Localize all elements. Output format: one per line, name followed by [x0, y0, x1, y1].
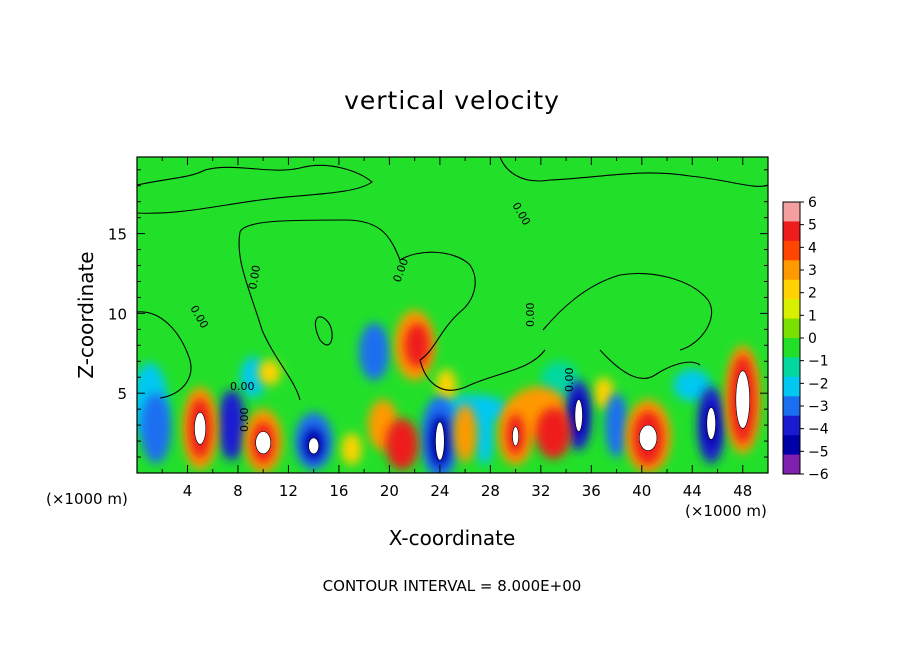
- x-tick-label: 12: [279, 482, 298, 500]
- colorbar-label: 2: [808, 286, 817, 302]
- field-blob: [217, 390, 246, 461]
- field-blob: [673, 369, 712, 402]
- extreme-core: [735, 370, 751, 429]
- x-tick-label: 24: [430, 482, 449, 500]
- y-tick-label: 15: [108, 226, 127, 244]
- x-tick-label: 8: [233, 482, 243, 500]
- x-axis: 4 8 12 16 20 24 28 32 36 40 44 48: [161, 157, 752, 500]
- x-tick-label: 28: [481, 482, 500, 500]
- y-axis-label: Z-coordinate: [74, 251, 98, 379]
- extreme-core: [255, 431, 272, 455]
- contour-label: 0.00: [230, 380, 255, 393]
- colorbar-swatch: [783, 260, 800, 281]
- zero-contour-line: [239, 219, 476, 361]
- colorbar-label: 5: [808, 218, 817, 234]
- field-blob: [359, 322, 390, 381]
- colorbar-swatch: [783, 221, 800, 242]
- field-blob: [453, 404, 477, 462]
- field-blob: [385, 418, 419, 470]
- x-tick-label: 20: [380, 482, 399, 500]
- zero-contour-line: [137, 311, 192, 399]
- colorbar-label: 6: [808, 195, 817, 211]
- extreme-core: [435, 421, 445, 461]
- plot-frame: [136, 156, 769, 474]
- colorbar-label: −5: [808, 444, 829, 460]
- colorbar-label: 3: [808, 263, 817, 279]
- extreme-core: [512, 426, 520, 447]
- contour-interval-note: CONTOUR INTERVAL = 8.000E+00: [322, 577, 582, 595]
- field-blob: [535, 407, 572, 459]
- field-blob: [605, 393, 628, 458]
- colorbar-swatch: [783, 318, 800, 339]
- extreme-core: [706, 407, 716, 440]
- field-blob: [140, 393, 172, 464]
- x-tick-label: 44: [683, 482, 702, 500]
- colorbar-label: −2: [808, 376, 829, 392]
- colorbar-swatch: [783, 435, 800, 456]
- field-blob: [404, 322, 430, 368]
- field-blob: [593, 377, 615, 410]
- extreme-core: [574, 399, 583, 432]
- colorbar-swatch: [783, 240, 800, 261]
- field-blob: [258, 359, 281, 386]
- colorbar-swatch: [783, 357, 800, 378]
- chart-title: vertical velocity: [344, 86, 560, 115]
- zero-contour-line: [314, 316, 333, 346]
- x-tick-label: 40: [632, 482, 651, 500]
- zero-contour-line: [137, 164, 373, 214]
- x-tick-label: 36: [582, 482, 601, 500]
- y-tick-label: 10: [108, 305, 127, 323]
- extreme-core: [638, 424, 658, 451]
- colorbar: 6 5 4 3 2 1 0 −1 −2 −3 −4 −5 −6: [782, 195, 829, 483]
- contour-label: 0.00: [524, 303, 537, 328]
- colorbar-label: −3: [808, 399, 829, 415]
- colorbar-label: 4: [808, 240, 817, 256]
- x-unit-label-left: (×1000 m): [46, 490, 128, 508]
- zero-contour-line: [542, 273, 713, 351]
- extreme-core: [194, 412, 207, 445]
- x-tick-label: 32: [531, 482, 550, 500]
- x-tick-label: 16: [329, 482, 348, 500]
- y-axis: 5 10 15: [108, 169, 768, 458]
- zero-contour-line: [419, 349, 546, 391]
- y-tick-label: 5: [117, 385, 127, 403]
- field-blob: [341, 433, 362, 466]
- x-tick-label: 4: [183, 482, 193, 500]
- colorbar-swatch: [783, 299, 800, 320]
- colorbar-label: −6: [808, 467, 829, 483]
- x-axis-label: X-coordinate: [388, 526, 516, 550]
- x-tick-label: 48: [733, 482, 752, 500]
- colorbar-label: −4: [808, 422, 829, 438]
- colorbar-label: 1: [808, 308, 817, 324]
- contour-label: 0.00: [238, 408, 251, 433]
- field-blob: [473, 401, 495, 466]
- colorbar-swatch: [783, 396, 800, 417]
- colorbar-label: −1: [808, 354, 829, 370]
- colorbar-label: 0: [808, 331, 817, 347]
- colorbar-swatch: [783, 202, 800, 222]
- contour-label: 0.00: [246, 264, 263, 290]
- zero-contour-line: [238, 231, 301, 401]
- zero-contour-line: [599, 349, 701, 379]
- colorbar-swatch: [783, 415, 800, 436]
- contour-label: 0.00: [563, 368, 576, 393]
- extreme-core: [308, 437, 320, 455]
- colorbar-swatch: [783, 454, 800, 475]
- zero-contour-line: [499, 157, 768, 187]
- colorbar-swatch: [783, 279, 800, 300]
- colorbar-swatch: [783, 338, 800, 358]
- colorbar-swatch: [783, 376, 800, 397]
- field-blob: [436, 369, 457, 402]
- x-unit-label-right: (×1000 m): [685, 502, 767, 520]
- velocity-field: [137, 157, 768, 473]
